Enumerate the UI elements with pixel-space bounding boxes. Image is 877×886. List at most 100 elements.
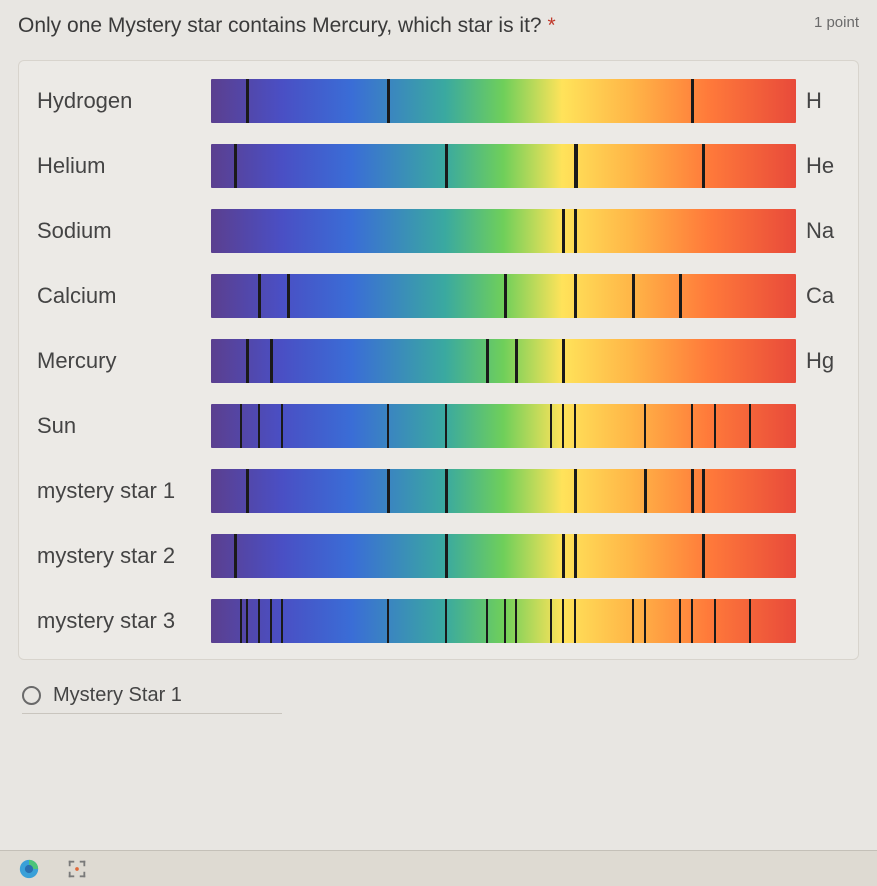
- absorption-line: [387, 404, 389, 448]
- absorption-line: [258, 599, 260, 643]
- element-symbol: Na: [796, 218, 844, 244]
- absorption-line: [258, 274, 261, 318]
- spectrum-label: Helium: [33, 153, 211, 179]
- absorption-line: [287, 274, 290, 318]
- absorption-line: [387, 469, 390, 513]
- question-text: Only one Mystery star contains Mercury, …: [18, 14, 556, 38]
- absorption-line: [270, 599, 272, 643]
- absorption-line: [445, 404, 447, 448]
- spectrum-bar: [211, 274, 796, 318]
- absorption-line: [749, 404, 751, 448]
- spectrum-row: Sun: [33, 404, 844, 448]
- absorption-line: [515, 339, 518, 383]
- absorption-line: [632, 274, 635, 318]
- spectrum-row: Calcium Ca: [33, 274, 844, 318]
- spectra-chart: Hydrogen H Helium He SodiumNa Calcium Ca Mercur…: [18, 60, 859, 660]
- absorption-line: [691, 469, 694, 513]
- element-symbol: He: [796, 153, 844, 179]
- spectrum-label: Hydrogen: [33, 88, 211, 114]
- spectrum-row: mystery star 1: [33, 469, 844, 513]
- absorption-line: [574, 209, 577, 253]
- absorption-line: [234, 144, 237, 188]
- element-symbol: Ca: [796, 283, 844, 309]
- absorption-line: [691, 79, 694, 123]
- spectrum-row: SodiumNa: [33, 209, 844, 253]
- absorption-line: [574, 599, 576, 643]
- absorption-line: [562, 534, 565, 578]
- absorption-line: [574, 469, 577, 513]
- absorption-line: [258, 404, 260, 448]
- spectrum-bar: [211, 599, 796, 643]
- absorption-line: [387, 599, 389, 643]
- absorption-line: [691, 404, 693, 448]
- spectrum-bar: [211, 404, 796, 448]
- absorption-line: [445, 469, 448, 513]
- absorption-line: [644, 404, 646, 448]
- spectrum-label: mystery star 2: [33, 543, 211, 569]
- absorption-line: [691, 599, 693, 643]
- answer-option-mystery-star-1[interactable]: Mystery Star 1: [22, 678, 282, 714]
- spectrum-row: Hydrogen H: [33, 79, 844, 123]
- absorption-line: [562, 339, 565, 383]
- spectrum-row: mystery star 2: [33, 534, 844, 578]
- absorption-line: [574, 144, 578, 188]
- absorption-line: [550, 599, 552, 643]
- spectrum-label: Sun: [33, 413, 211, 439]
- absorption-line: [679, 599, 681, 643]
- absorption-line: [270, 339, 273, 383]
- absorption-line: [632, 599, 634, 643]
- absorption-line: [714, 599, 716, 643]
- element-symbol: H: [796, 88, 844, 114]
- spectrum-bar: [211, 534, 796, 578]
- spectrum-label: mystery star 3: [33, 608, 211, 634]
- element-symbol: Hg: [796, 348, 844, 374]
- spectrum-bar: [211, 79, 796, 123]
- answer-list: Mystery Star 1: [22, 678, 859, 714]
- spectrum-row: MercuryHg: [33, 339, 844, 383]
- absorption-line: [240, 599, 242, 643]
- taskbar: [0, 850, 877, 886]
- absorption-line: [550, 404, 552, 448]
- absorption-line: [702, 469, 705, 513]
- absorption-line: [644, 469, 647, 513]
- question-label: Only one Mystery star contains Mercury, …: [18, 14, 542, 37]
- absorption-line: [515, 599, 517, 643]
- spectrum-bar: [211, 144, 796, 188]
- absorption-line: [644, 599, 646, 643]
- absorption-line: [246, 599, 248, 643]
- absorption-line: [240, 404, 242, 448]
- absorption-line: [445, 599, 447, 643]
- spectrum-label: Calcium: [33, 283, 211, 309]
- edge-icon[interactable]: [18, 858, 40, 880]
- answer-label: Mystery Star 1: [53, 684, 182, 707]
- absorption-line: [574, 274, 577, 318]
- absorption-line: [281, 404, 283, 448]
- absorption-line: [562, 404, 564, 448]
- absorption-line: [702, 144, 705, 188]
- points-label: 1 point: [814, 14, 859, 31]
- absorption-line: [504, 274, 507, 318]
- absorption-line: [504, 599, 506, 643]
- spectrum-bar: [211, 339, 796, 383]
- absorption-line: [387, 79, 390, 123]
- absorption-line: [702, 534, 705, 578]
- absorption-line: [714, 404, 716, 448]
- absorption-line: [574, 534, 577, 578]
- absorption-line: [281, 599, 283, 643]
- spectrum-row: Helium He: [33, 144, 844, 188]
- absorption-line: [246, 339, 249, 383]
- spectrum-bar: [211, 209, 796, 253]
- spectrum-bar: [211, 469, 796, 513]
- absorption-line: [486, 339, 489, 383]
- absorption-line: [562, 599, 564, 643]
- absorption-line: [445, 144, 448, 188]
- spectrum-row: mystery star 3: [33, 599, 844, 643]
- absorption-line: [486, 599, 488, 643]
- snip-icon[interactable]: [66, 858, 88, 880]
- absorption-line: [562, 209, 565, 253]
- absorption-line: [246, 469, 249, 513]
- absorption-line: [574, 404, 576, 448]
- spectrum-label: mystery star 1: [33, 478, 211, 504]
- absorption-line: [234, 534, 237, 578]
- question-header: Only one Mystery star contains Mercury, …: [0, 0, 877, 46]
